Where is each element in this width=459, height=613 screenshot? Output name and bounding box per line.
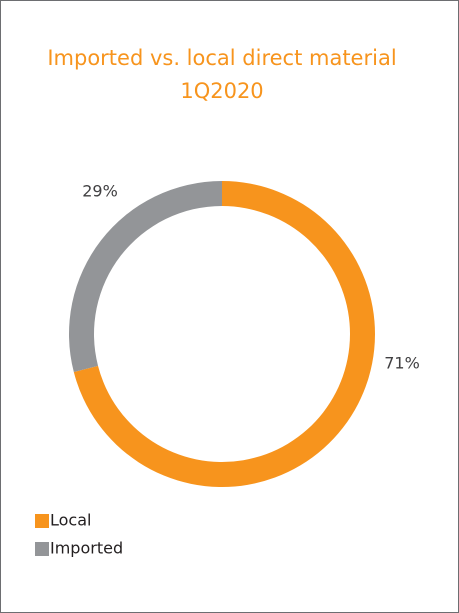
chart-title: Imported vs. local direct material [47,46,396,70]
legend-label: Imported [50,539,123,558]
legend-swatch [35,542,49,556]
chart-subtitle: 1Q2020 [180,79,263,103]
data-label: 29% [82,182,118,201]
data-label: 71% [384,354,420,373]
legend-label: Local [50,511,91,530]
donut-segment [69,181,222,373]
legend-swatch [35,514,49,528]
